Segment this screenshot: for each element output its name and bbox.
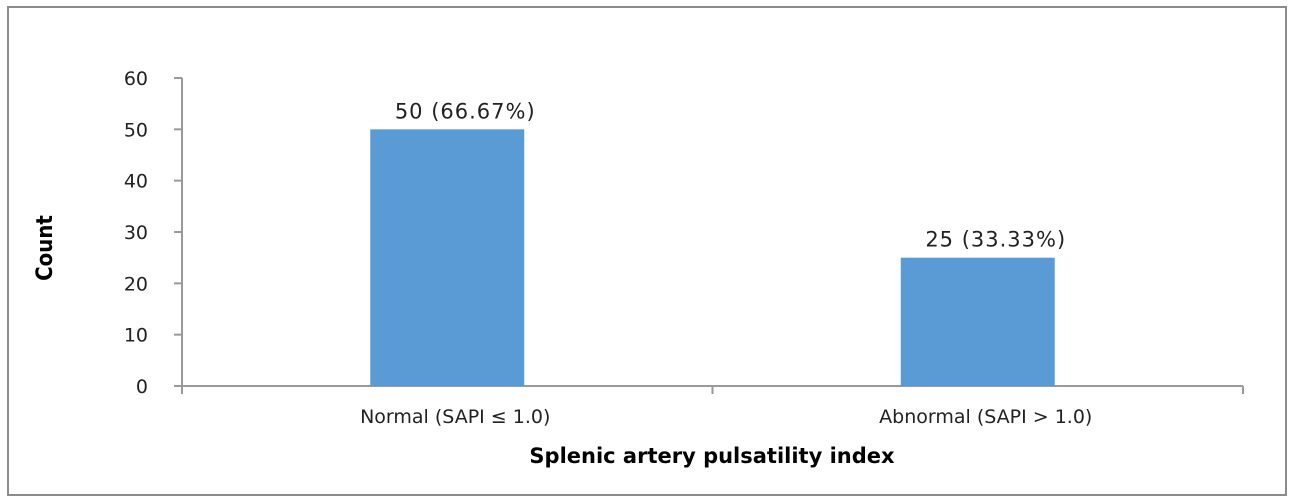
chart-frame: [7, 6, 1287, 496]
data-labels: 50 (66.67%) 25 (33.33%): [395, 99, 1066, 252]
bar: [370, 129, 525, 387]
x-axis: [181, 385, 1244, 394]
y-tick-label: 20: [124, 273, 148, 295]
category-label: Normal (SAPI ≤ 1.0): [360, 406, 550, 428]
y-tick-label: 40: [124, 171, 148, 193]
category-labels: Normal (SAPI ≤ 1.0) Abnormal (SAPI > 1.0): [360, 406, 1092, 428]
y-tick-label: 60: [124, 68, 148, 90]
y-tick-label: 50: [124, 119, 148, 141]
data-label: 25 (33.33%): [925, 228, 1066, 252]
data-label: 50 (66.67%): [395, 99, 536, 123]
category-label: Abnormal (SAPI > 1.0): [879, 406, 1092, 428]
x-axis-title: Splenic artery pulsatility index: [529, 444, 895, 468]
y-axis-title: Count: [33, 215, 58, 281]
y-tick-label: 30: [124, 222, 148, 244]
y-axis: 0 10 20 30 40 50 60: [124, 68, 183, 398]
y-tick-label: 10: [124, 325, 148, 347]
bars: [370, 129, 1055, 387]
y-tick-label: 0: [136, 376, 148, 398]
bar: [900, 257, 1055, 386]
